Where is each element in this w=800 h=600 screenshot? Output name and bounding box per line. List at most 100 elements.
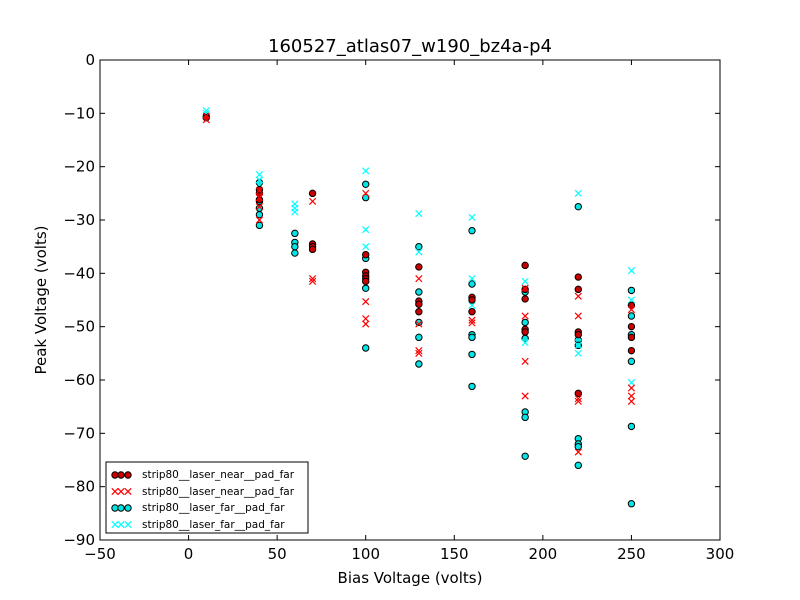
y-tick-label: −50 bbox=[63, 318, 95, 336]
series-2 bbox=[202, 112, 636, 508]
legend-marker bbox=[117, 471, 125, 479]
data-point bbox=[468, 226, 476, 235]
data-point bbox=[627, 333, 636, 342]
x-tick-label: 0 bbox=[184, 545, 194, 563]
data-point bbox=[627, 322, 636, 331]
data-point bbox=[627, 392, 636, 400]
data-point bbox=[468, 333, 476, 342]
plot-frame bbox=[99, 59, 721, 541]
data-point bbox=[202, 107, 210, 115]
data-point bbox=[291, 229, 299, 238]
data-point bbox=[574, 273, 582, 281]
legend-label-near-crosses: strip80__laser_near__pad_far bbox=[142, 486, 295, 498]
data-point bbox=[362, 250, 370, 259]
y-tick-label: −60 bbox=[63, 371, 95, 389]
data-point bbox=[415, 318, 423, 327]
data-point bbox=[291, 249, 299, 257]
data-point bbox=[574, 341, 582, 349]
data-point bbox=[362, 189, 370, 197]
legend-marker bbox=[117, 520, 125, 529]
data-point bbox=[468, 382, 476, 391]
legend-marker bbox=[111, 504, 119, 512]
data-point bbox=[255, 193, 264, 202]
data-point bbox=[574, 461, 582, 470]
data-point bbox=[521, 312, 529, 320]
y-tick-label: −30 bbox=[63, 211, 95, 229]
data-point bbox=[291, 242, 299, 251]
data-point bbox=[574, 312, 582, 320]
legend-marker bbox=[124, 520, 132, 529]
data-point bbox=[362, 277, 370, 286]
data-point bbox=[574, 448, 582, 456]
data-point bbox=[468, 308, 476, 316]
x-tick-label: 100 bbox=[351, 545, 380, 563]
data-point bbox=[521, 392, 529, 400]
data-point bbox=[468, 280, 476, 288]
data-point bbox=[362, 243, 370, 251]
data-point bbox=[521, 285, 529, 294]
data-point bbox=[362, 193, 370, 202]
legend-marker bbox=[111, 520, 119, 529]
data-point bbox=[521, 295, 529, 303]
legend-marker bbox=[124, 504, 132, 512]
x-tick-label: 300 bbox=[706, 545, 735, 563]
legend-marker bbox=[124, 471, 132, 479]
data-point bbox=[627, 305, 636, 314]
x-tick-label: −50 bbox=[84, 545, 116, 563]
legend-box bbox=[105, 461, 309, 534]
data-point bbox=[574, 285, 582, 294]
data-point bbox=[627, 500, 636, 508]
data-point bbox=[415, 360, 423, 368]
data-point bbox=[415, 242, 423, 251]
y-axis-label: Peak Voltage (volts) bbox=[32, 225, 50, 374]
data-point bbox=[521, 357, 529, 365]
legend-marker bbox=[111, 471, 119, 479]
series-1 bbox=[202, 112, 636, 456]
data-point bbox=[468, 316, 476, 324]
chart-title: 160527_atlas07_w190_bz4a-p4 bbox=[268, 36, 552, 57]
data-point bbox=[627, 397, 636, 405]
data-point bbox=[308, 197, 317, 205]
data-point bbox=[308, 245, 317, 254]
data-point bbox=[627, 267, 636, 275]
legend-marker bbox=[117, 487, 125, 496]
data-point bbox=[627, 422, 636, 431]
data-point bbox=[415, 320, 423, 328]
data-point bbox=[521, 284, 529, 292]
data-point bbox=[627, 286, 636, 295]
data-point bbox=[574, 395, 582, 403]
data-point bbox=[468, 350, 476, 359]
data-point bbox=[574, 442, 582, 451]
plot-marks bbox=[202, 107, 636, 508]
data-point bbox=[574, 397, 582, 405]
data-point bbox=[627, 312, 636, 320]
y-tick-label: 0 bbox=[85, 51, 95, 69]
data-point bbox=[362, 344, 370, 352]
y-tick-label: −10 bbox=[63, 104, 95, 122]
data-point bbox=[362, 320, 370, 328]
y-tick-label: −20 bbox=[63, 158, 95, 176]
data-point bbox=[574, 202, 582, 211]
data-point bbox=[521, 452, 529, 460]
data-point bbox=[627, 379, 636, 387]
data-point bbox=[362, 284, 370, 292]
y-tick-label: −70 bbox=[63, 424, 95, 442]
x-axis-label: Bias Voltage (volts) bbox=[338, 569, 483, 587]
data-point bbox=[308, 189, 317, 198]
data-point bbox=[362, 297, 370, 306]
data-point bbox=[521, 261, 529, 270]
data-point bbox=[202, 113, 210, 122]
data-point bbox=[521, 328, 529, 336]
data-point bbox=[362, 180, 370, 188]
data-point bbox=[255, 185, 264, 194]
data-point bbox=[574, 330, 582, 339]
data-point bbox=[255, 210, 264, 219]
legend-marker bbox=[111, 487, 119, 496]
y-tick-label: −90 bbox=[63, 531, 95, 549]
legend-label-far-crosses: strip80__laser_far__pad_far bbox=[142, 519, 285, 531]
data-point bbox=[415, 209, 423, 218]
data-point bbox=[255, 187, 264, 195]
data-point bbox=[415, 308, 423, 316]
x-tick-label: 200 bbox=[529, 545, 558, 563]
